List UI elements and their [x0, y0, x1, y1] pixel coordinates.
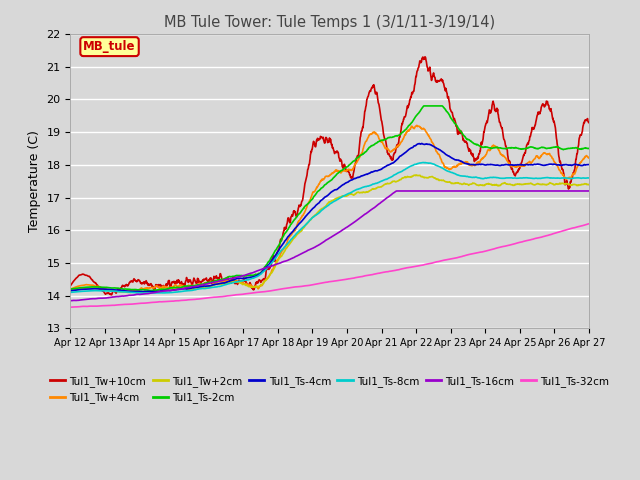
- Tul1_Tw+4cm: [298, 215, 305, 220]
- Line: Tul1_Tw+2cm: Tul1_Tw+2cm: [70, 175, 589, 292]
- Tul1_Tw+2cm: [128, 289, 136, 295]
- Tul1_Tw+2cm: [298, 228, 305, 234]
- Tul1_Tw+4cm: [585, 155, 593, 161]
- Tul1_Tw+4cm: [128, 288, 136, 293]
- Tul1_Ts-4cm: [362, 172, 370, 178]
- Tul1_Ts-2cm: [107, 285, 115, 291]
- Tul1_Ts-4cm: [585, 162, 593, 168]
- Tul1_Ts-2cm: [420, 103, 428, 109]
- Line: Tul1_Ts-16cm: Tul1_Ts-16cm: [70, 191, 589, 301]
- Tul1_Ts-2cm: [147, 288, 154, 293]
- Tul1_Ts-16cm: [585, 188, 593, 194]
- Tul1_Ts-2cm: [585, 145, 593, 151]
- Tul1_Ts-2cm: [128, 287, 136, 292]
- Tul1_Ts-16cm: [287, 256, 294, 262]
- Tul1_Ts-2cm: [287, 222, 294, 228]
- Tul1_Tw+10cm: [362, 104, 370, 109]
- Tul1_Ts-32cm: [585, 221, 593, 227]
- Tul1_Tw+2cm: [307, 217, 315, 223]
- Tul1_Ts-4cm: [298, 218, 305, 224]
- Tul1_Ts-16cm: [362, 211, 369, 217]
- Tul1_Tw+2cm: [287, 240, 294, 245]
- Tul1_Ts-8cm: [419, 160, 427, 166]
- Legend: Tul1_Tw+10cm, Tul1_Tw+4cm, Tul1_Tw+2cm, Tul1_Ts-2cm, Tul1_Ts-4cm, Tul1_Ts-8cm, T: Tul1_Tw+10cm, Tul1_Tw+4cm, Tul1_Tw+2cm, …: [45, 372, 614, 407]
- Tul1_Tw+10cm: [307, 151, 315, 156]
- Tul1_Tw+10cm: [128, 278, 136, 284]
- Tul1_Tw+2cm: [412, 172, 420, 178]
- Tul1_Tw+10cm: [107, 291, 115, 297]
- Tul1_Ts-8cm: [585, 175, 593, 181]
- Tul1_Tw+2cm: [362, 190, 370, 195]
- Line: Tul1_Ts-2cm: Tul1_Ts-2cm: [70, 106, 589, 290]
- Tul1_Tw+10cm: [67, 283, 74, 289]
- Tul1_Ts-8cm: [307, 216, 315, 222]
- Line: Tul1_Ts-4cm: Tul1_Ts-4cm: [70, 144, 589, 292]
- Tul1_Tw+4cm: [413, 122, 420, 128]
- Tul1_Tw+4cm: [107, 287, 115, 293]
- Tul1_Ts-4cm: [67, 288, 74, 294]
- Tul1_Ts-2cm: [362, 149, 370, 155]
- Tul1_Ts-2cm: [307, 198, 315, 204]
- Tul1_Tw+4cm: [287, 232, 294, 238]
- Tul1_Ts-32cm: [107, 302, 115, 308]
- Tul1_Ts-16cm: [297, 251, 305, 257]
- Tul1_Ts-8cm: [107, 288, 115, 294]
- Tul1_Ts-8cm: [298, 226, 305, 232]
- Tul1_Ts-32cm: [297, 284, 305, 289]
- Tul1_Ts-32cm: [128, 301, 136, 307]
- Tul1_Ts-2cm: [298, 208, 305, 214]
- Tul1_Ts-4cm: [307, 208, 315, 214]
- Tul1_Ts-8cm: [362, 183, 370, 189]
- Tul1_Ts-32cm: [307, 282, 314, 288]
- Tul1_Ts-16cm: [307, 246, 314, 252]
- Tul1_Ts-4cm: [150, 289, 158, 295]
- Tul1_Tw+10cm: [585, 120, 593, 126]
- Tul1_Tw+10cm: [298, 199, 305, 205]
- Tul1_Tw+2cm: [107, 287, 115, 293]
- Tul1_Tw+4cm: [67, 286, 74, 292]
- Tul1_Tw+10cm: [287, 216, 294, 221]
- Tul1_Tw+2cm: [67, 288, 74, 294]
- Tul1_Tw+10cm: [108, 292, 115, 298]
- Tul1_Ts-16cm: [107, 295, 115, 300]
- Tul1_Ts-16cm: [67, 298, 74, 304]
- Tul1_Tw+4cm: [120, 289, 127, 295]
- Tul1_Ts-32cm: [287, 285, 294, 290]
- Tul1_Ts-32cm: [67, 304, 74, 310]
- Tul1_Ts-8cm: [141, 290, 149, 296]
- Tul1_Ts-4cm: [418, 141, 426, 146]
- Line: Tul1_Tw+4cm: Tul1_Tw+4cm: [70, 125, 589, 292]
- Tul1_Tw+4cm: [307, 195, 315, 201]
- Tul1_Ts-16cm: [393, 188, 401, 194]
- Tul1_Ts-4cm: [128, 288, 136, 294]
- Tul1_Ts-4cm: [287, 231, 294, 237]
- Tul1_Ts-2cm: [67, 286, 74, 292]
- Line: Tul1_Tw+10cm: Tul1_Tw+10cm: [70, 57, 589, 295]
- Tul1_Tw+2cm: [585, 182, 593, 188]
- Tul1_Ts-32cm: [362, 273, 369, 279]
- Tul1_Ts-4cm: [107, 287, 115, 292]
- Y-axis label: Temperature (C): Temperature (C): [28, 130, 41, 232]
- Title: MB Tule Tower: Tule Temps 1 (3/1/11-3/19/14): MB Tule Tower: Tule Temps 1 (3/1/11-3/19…: [164, 15, 495, 30]
- Tul1_Tw+4cm: [362, 139, 370, 144]
- Line: Tul1_Ts-32cm: Tul1_Ts-32cm: [70, 224, 589, 307]
- Tul1_Ts-8cm: [128, 289, 136, 295]
- Tul1_Ts-8cm: [287, 237, 294, 243]
- Tul1_Ts-16cm: [128, 292, 136, 298]
- Tul1_Tw+2cm: [126, 289, 134, 295]
- Line: Tul1_Ts-8cm: Tul1_Ts-8cm: [70, 163, 589, 293]
- Tul1_Ts-8cm: [67, 289, 74, 295]
- Tul1_Tw+10cm: [421, 54, 429, 60]
- Text: MB_tule: MB_tule: [83, 40, 136, 53]
